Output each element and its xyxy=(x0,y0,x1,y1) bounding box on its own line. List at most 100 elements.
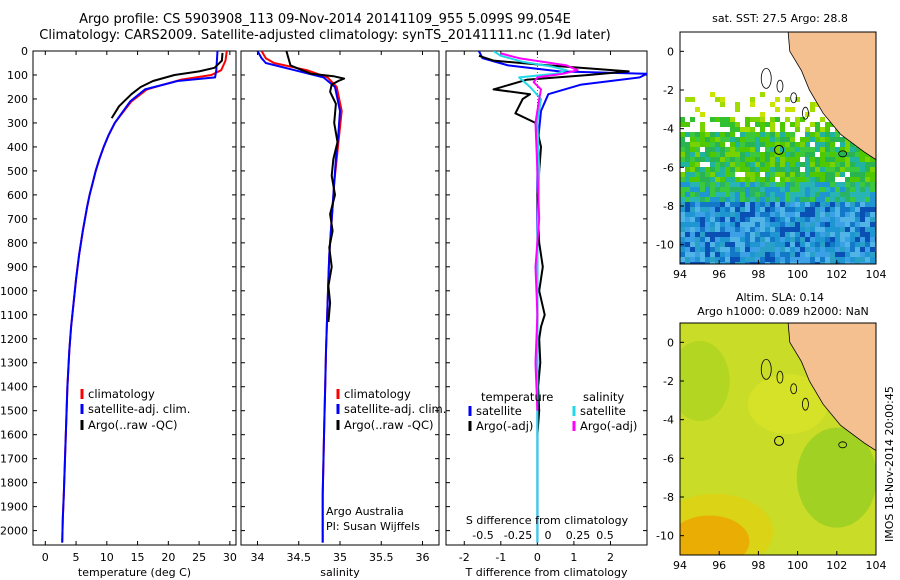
x-tick-label: 35.5 xyxy=(369,551,394,564)
x-tick-label: 15 xyxy=(131,551,145,564)
depth-tick-label: 1600 xyxy=(0,429,28,442)
x-tick-label: -1 xyxy=(495,551,506,564)
x-axis-label-salinity: salinity xyxy=(320,566,360,579)
depth-tick-label: 1400 xyxy=(0,381,28,394)
s-difference-label: S difference from climatology xyxy=(466,514,629,527)
map-title-sst: sat. SST: 27.5 Argo: 28.8 xyxy=(712,12,848,25)
x-tick-label: 25 xyxy=(192,551,206,564)
map-x-tick-label: 94 xyxy=(673,268,687,281)
series-line-satellite-adj--clim- xyxy=(61,51,219,543)
s-tick-label: -0.5 xyxy=(472,529,493,542)
depth-tick-label: 1300 xyxy=(0,357,28,370)
annotation-argo-australia: Argo Australia xyxy=(326,505,404,518)
depth-tick-label: 1900 xyxy=(0,501,28,514)
sla-blob xyxy=(747,374,828,435)
map-x-tick-label: 94 xyxy=(673,559,687,572)
island-outline xyxy=(802,397,809,411)
map-sst xyxy=(680,32,876,264)
map-y-tick-label: -8 xyxy=(663,491,674,504)
series-group xyxy=(256,51,346,543)
map-y-tick-label: -2 xyxy=(663,84,674,97)
depth-tick-label: 2000 xyxy=(0,525,28,538)
map-y-tick-label: -2 xyxy=(663,375,674,388)
map-x-tick-label: 98 xyxy=(751,559,765,572)
legend-label: satellite-adj. clim. xyxy=(344,402,446,416)
x-tick-label: 10 xyxy=(100,551,114,564)
x-tick-label: 0 xyxy=(42,551,49,564)
depth-tick-label: 300 xyxy=(7,117,28,130)
legend-title-salinity: salinity xyxy=(583,390,624,404)
depth-tick-label: 600 xyxy=(7,189,28,202)
map-y-tick-label: -4 xyxy=(663,414,674,427)
panel-frame-difference xyxy=(445,50,648,546)
depth-tick-label: 400 xyxy=(7,141,28,154)
x-tick-label: 34 xyxy=(251,551,265,564)
depth-tick-label: 700 xyxy=(7,213,28,226)
map-x-tick-label: 104 xyxy=(866,559,887,572)
island-outline xyxy=(838,441,848,449)
island-outline xyxy=(760,68,772,89)
x-tick-label: 2 xyxy=(607,551,614,564)
map-y-tick-label: -6 xyxy=(663,452,674,465)
legend-label: Argo(..raw -QC) xyxy=(88,418,178,432)
legend-label: Argo(-adj) xyxy=(580,419,637,433)
map-y-tick-label: -6 xyxy=(663,161,674,174)
map-x-tick-label: 104 xyxy=(866,268,887,281)
land-sumatra xyxy=(787,32,876,161)
x-tick-label: 5 xyxy=(73,551,80,564)
x-tick-label: 35 xyxy=(333,551,347,564)
island-outline xyxy=(802,106,809,120)
legend-label: climatology xyxy=(88,387,155,401)
map-frame-sst xyxy=(679,31,877,265)
sla-blob xyxy=(680,493,774,555)
map-x-tick-label: 100 xyxy=(787,559,808,572)
island-outline xyxy=(776,79,784,93)
depth-tick-label: 1500 xyxy=(0,405,28,418)
map-y-tick-label: -4 xyxy=(663,123,674,136)
depth-tick-label: 200 xyxy=(7,93,28,106)
imos-timestamp: IMOS 18-Nov-2014 20:00:45 xyxy=(883,386,896,542)
land-sumatra xyxy=(787,323,876,452)
map-sla xyxy=(680,323,876,555)
x-tick-label: 1 xyxy=(570,551,577,564)
depth-tick-label: 1100 xyxy=(0,309,28,322)
legend-label: satellite-adj. clim. xyxy=(88,402,190,416)
legend-label: Argo(-adj) xyxy=(476,419,533,433)
x-axis-label-temperature: temperature (deg C) xyxy=(78,566,191,579)
depth-tick-label: 500 xyxy=(7,165,28,178)
map-y-tick-label: -10 xyxy=(656,239,674,252)
series-line-satellite xyxy=(492,51,568,543)
island-outline xyxy=(760,358,772,380)
depth-tick-label: 100 xyxy=(7,69,28,82)
map-x-tick-label: 96 xyxy=(712,559,726,572)
series-group xyxy=(61,51,228,543)
x-tick-label: 36 xyxy=(416,551,430,564)
x-tick-label: 30 xyxy=(223,551,237,564)
annotation-pi: PI: Susan Wijffels xyxy=(326,520,420,533)
legend-label: satellite xyxy=(580,404,626,418)
depth-tick-label: 1200 xyxy=(0,333,28,346)
s-tick-label: 0.25 xyxy=(566,529,591,542)
island-outline xyxy=(776,370,784,384)
s-tick-label: 0.5 xyxy=(596,529,614,542)
legend-title-temperature: temperature xyxy=(481,390,553,404)
island-outline xyxy=(838,150,848,158)
series-line-argo---raw--qc- xyxy=(285,51,346,323)
panel-frame-temperature xyxy=(32,50,237,546)
sla-blob xyxy=(796,427,876,528)
series-line-satellite-adj--clim- xyxy=(256,51,341,543)
x-tick-label: 34.5 xyxy=(287,551,312,564)
sla-blob xyxy=(680,515,750,555)
legend-label: satellite xyxy=(476,404,522,418)
depth-tick-label: 1800 xyxy=(0,477,28,490)
depth-tick-label: 800 xyxy=(7,237,28,250)
x-tick-label: 20 xyxy=(161,551,175,564)
map-x-tick-label: 102 xyxy=(826,268,847,281)
x-tick-label: -2 xyxy=(459,551,470,564)
depth-tick-label: 900 xyxy=(7,261,28,274)
map-y-tick-label: 0 xyxy=(667,45,674,58)
legend-label: Argo(..raw -QC) xyxy=(344,418,434,432)
depth-tick-label: 0 xyxy=(21,45,28,58)
map-x-tick-label: 96 xyxy=(712,268,726,281)
